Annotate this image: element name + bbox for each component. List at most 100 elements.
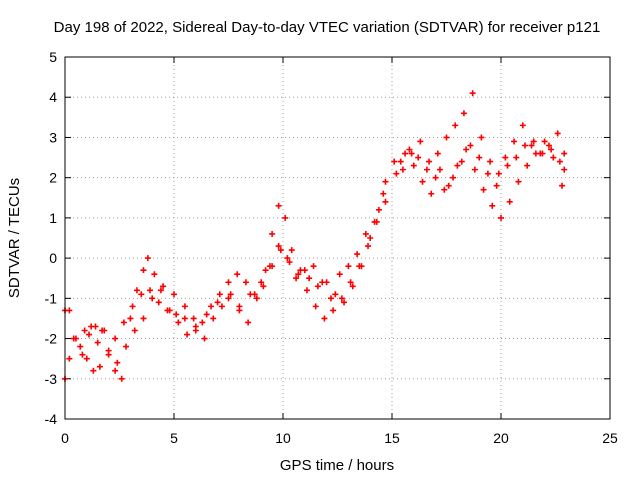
data-point	[519, 122, 526, 129]
data-point	[199, 319, 206, 326]
data-point	[101, 327, 108, 334]
data-point	[88, 323, 95, 330]
data-point	[426, 158, 433, 165]
data-point	[463, 146, 470, 153]
data-point	[399, 166, 406, 173]
y-tick-label: 2	[49, 170, 57, 186]
data-point	[247, 291, 254, 298]
data-point	[408, 150, 415, 157]
data-point	[227, 291, 234, 298]
data-point	[160, 283, 167, 290]
data-point	[164, 307, 171, 314]
data-point	[561, 166, 568, 173]
data-point	[112, 367, 119, 374]
data-point	[380, 190, 387, 197]
data-point	[476, 154, 483, 161]
data-points	[62, 90, 568, 382]
data-point	[489, 202, 496, 209]
data-point	[330, 307, 337, 314]
y-axis-label: SDTVAR / TECUs	[6, 178, 23, 298]
data-point	[72, 335, 79, 342]
y-tick-label: -4	[45, 411, 58, 427]
data-point	[303, 287, 310, 294]
data-point	[269, 230, 276, 237]
data-point	[548, 146, 555, 153]
data-point	[225, 279, 232, 286]
data-point	[123, 343, 130, 350]
data-point	[423, 166, 430, 173]
data-point	[83, 355, 90, 362]
data-point	[338, 295, 345, 302]
x-tick-label: 5	[170, 430, 178, 446]
chart-title: Day 198 of 2022, Sidereal Day-to-day VTE…	[54, 19, 601, 36]
data-point	[210, 315, 217, 322]
y-tick-label: -2	[45, 331, 58, 347]
data-point	[506, 198, 513, 205]
data-point	[301, 267, 308, 274]
data-point	[341, 299, 348, 306]
data-point	[480, 186, 487, 193]
data-point	[432, 174, 439, 181]
data-point	[345, 263, 352, 270]
x-tick-label: 15	[384, 430, 400, 446]
data-point	[371, 218, 378, 225]
data-point	[77, 343, 84, 350]
data-point	[155, 299, 162, 306]
data-point	[266, 263, 273, 270]
series-track-b	[62, 138, 566, 358]
data-point	[502, 154, 509, 161]
data-point	[327, 295, 334, 302]
data-point	[365, 243, 372, 250]
data-point	[184, 331, 191, 338]
data-point	[79, 351, 86, 358]
grid-lines	[65, 57, 610, 419]
data-point	[460, 110, 467, 117]
data-point	[118, 375, 125, 382]
data-point	[262, 267, 269, 274]
data-point	[354, 251, 361, 258]
data-point	[362, 230, 369, 237]
data-point	[471, 166, 478, 173]
data-point	[332, 291, 339, 298]
data-point	[216, 291, 223, 298]
series-track-c	[81, 122, 568, 366]
data-point	[513, 154, 520, 161]
data-point	[367, 235, 374, 241]
data-point	[436, 166, 443, 173]
x-tick-label: 10	[275, 430, 291, 446]
data-point	[288, 247, 295, 254]
data-point	[528, 142, 535, 149]
data-point	[498, 214, 504, 221]
data-point	[347, 279, 354, 286]
data-point	[253, 295, 260, 302]
data-point	[275, 243, 282, 250]
data-point	[140, 315, 147, 322]
data-point	[511, 138, 518, 145]
data-point	[192, 323, 199, 330]
data-point	[181, 303, 188, 310]
data-point	[487, 158, 494, 165]
data-point	[127, 315, 134, 322]
data-point	[147, 287, 154, 294]
data-point	[295, 271, 302, 278]
data-point	[382, 178, 389, 185]
data-point	[419, 178, 426, 185]
data-point	[282, 214, 289, 221]
y-tick-label: -3	[45, 371, 58, 387]
data-point	[214, 299, 221, 306]
data-point	[450, 174, 457, 181]
data-point	[319, 279, 326, 286]
x-tick-label: 0	[61, 430, 69, 446]
data-point	[203, 311, 210, 318]
data-point	[140, 267, 147, 274]
data-point	[541, 138, 548, 145]
data-point	[245, 319, 252, 326]
data-point	[397, 158, 404, 165]
data-point	[149, 295, 156, 302]
data-point	[171, 291, 177, 298]
data-point	[175, 319, 182, 326]
data-point	[114, 359, 121, 366]
data-point	[275, 202, 282, 209]
data-point	[105, 351, 112, 358]
